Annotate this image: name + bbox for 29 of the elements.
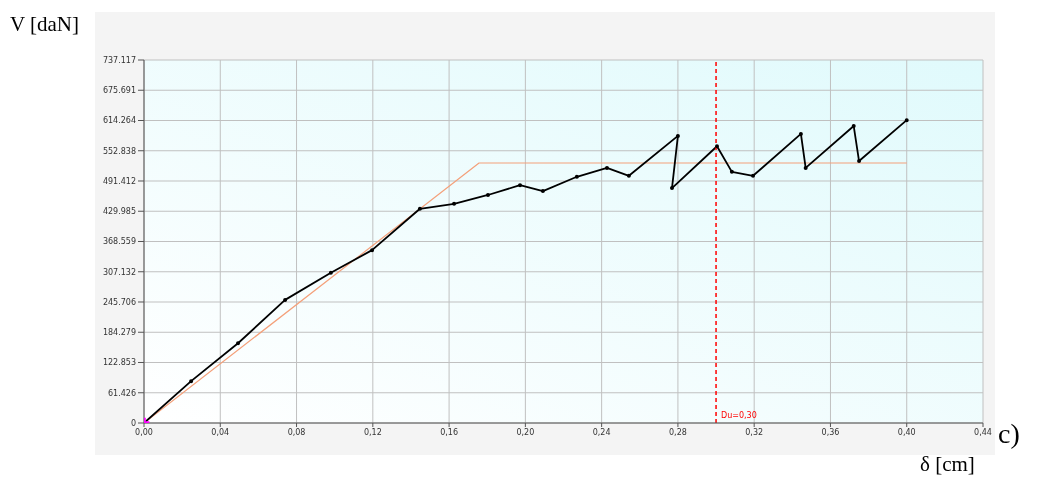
y-tick-label: 0 [130,418,136,428]
x-tick-label: 0,32 [745,427,764,437]
y-tick-label: 307.132 [102,267,136,277]
x-tick-label: 0,44 [974,427,992,437]
x-tick-label: 0,00 [135,427,153,437]
y-tick-label: 614.264 [102,116,136,126]
x-tick-label: 0,04 [211,427,230,437]
x-tick-label: 0,36 [821,427,840,437]
y-tick-label: 737.117 [102,55,136,65]
y-tick-label: 184.279 [102,328,136,338]
ref-line-label: Du=0,30 [721,411,757,420]
x-tick-label: 0,12 [363,427,382,437]
x-axis-title: δ [cm] [920,452,975,477]
y-tick-label: 122.853 [102,358,136,368]
x-tick-label: 0,40 [897,427,916,437]
y-tick-label: 491.412 [102,176,136,186]
y-tick-label: 368.559 [102,237,136,247]
x-tick-label: 0,28 [669,427,687,437]
x-tick-label: 0,16 [440,427,458,437]
y-tick-label: 429.985 [102,207,136,217]
y-tick-label: 245.706 [102,297,136,307]
y-axis-title: V [daN] [10,12,80,37]
y-tick-label: 552.838 [102,146,136,156]
text: c) [998,418,1020,450]
x-tick-label: 0,24 [592,427,611,437]
x-tick-label: 0,20 [516,427,535,437]
y-tick-label: 61.426 [108,388,136,398]
x-tick-label: 0,08 [287,427,306,437]
y-tick-label: 675.691 [102,86,136,96]
